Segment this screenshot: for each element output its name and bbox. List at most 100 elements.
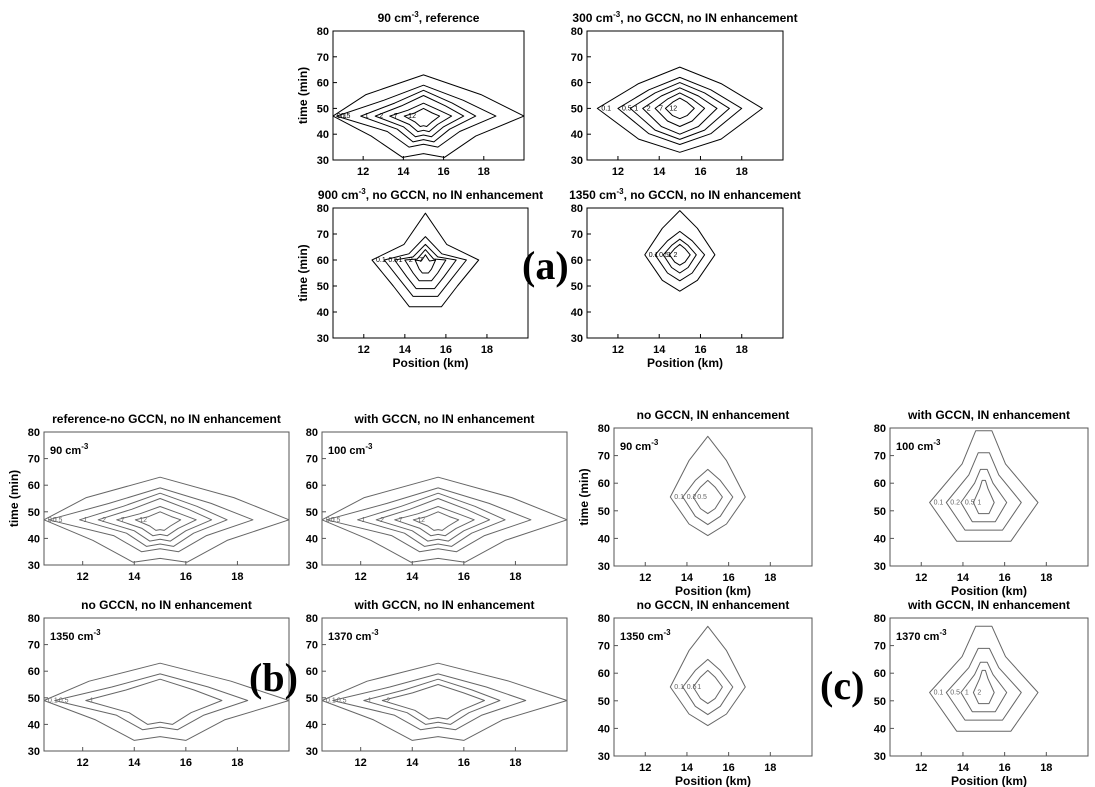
contour-level-label: 0.1 [674, 494, 684, 501]
contour-level-label: 0.1 [326, 697, 336, 704]
contour-level-label: 1 [368, 697, 372, 704]
plot-frame [321, 431, 568, 566]
contour-line [617, 76, 743, 145]
y-tick-label: 60 [598, 478, 610, 490]
contour-level-label: 0.1 [649, 252, 659, 259]
x-tick-label: 18 [1040, 572, 1052, 584]
contour-line [414, 254, 437, 274]
concentration-label: 1370 cm-3 [328, 628, 379, 643]
contour-line [336, 84, 497, 148]
y-axis-label: time (min) [577, 468, 591, 525]
x-tick-label: 14 [399, 344, 412, 356]
contour-line [54, 673, 249, 731]
y-tick-label: 50 [571, 103, 583, 115]
x-tick-label: 14 [653, 344, 666, 356]
x-axis-label: Position (km) [647, 356, 723, 370]
y-tick-label: 60 [317, 78, 329, 90]
concentration-label: 90 cm-3 [50, 442, 89, 457]
y-tick-label: 30 [28, 746, 40, 758]
y-tick-label: 40 [28, 719, 40, 731]
plot-frame [332, 30, 525, 161]
chart-title: 900 cm-3, no GCCN, no IN enhancement [318, 187, 543, 202]
y-tick-label: 80 [306, 613, 318, 625]
x-axis-label: Position (km) [951, 774, 1027, 787]
contour-line [326, 487, 532, 553]
plot-frame [586, 30, 784, 161]
contour-line [682, 658, 734, 716]
contour-line [357, 492, 506, 547]
y-tick-label: 40 [874, 723, 886, 735]
x-tick-label: 12 [612, 166, 624, 178]
contour-level-label: 0.5 [697, 494, 707, 501]
y-tick-label: 80 [874, 423, 886, 435]
contour-level-label: 0.5 [341, 113, 351, 120]
y-tick-label: 80 [28, 613, 40, 625]
contour-line [43, 662, 290, 741]
y-tick-label: 70 [874, 451, 886, 463]
contour-level-label: 0.1 [48, 517, 58, 524]
contour-line [332, 673, 527, 731]
contour-level-label: 0.1 [48, 697, 58, 704]
contour-line [403, 107, 441, 127]
contour-level-label: 1 [365, 113, 369, 120]
x-tick-label: 18 [509, 571, 521, 583]
contour-line [596, 66, 763, 153]
contour-level-label: 7 [659, 105, 663, 112]
panel-label-b: (b) [249, 655, 298, 700]
x-tick-label: 14 [653, 166, 666, 178]
y-tick-label: 80 [598, 423, 610, 435]
contour-line [374, 95, 465, 138]
y-tick-label: 70 [571, 229, 583, 241]
y-tick-label: 50 [874, 696, 886, 708]
chart-panel-9: 12 14 16 18 30 40 50 60 70 80 no GCCN, no IN enhan… [28, 598, 290, 769]
contour-level-label: 2 [977, 690, 981, 697]
y-tick-label: 50 [317, 103, 329, 115]
contour-level-label: 2 [379, 113, 383, 120]
y-tick-label: 30 [317, 333, 329, 345]
contour-level-label: 0.1 [934, 690, 944, 697]
contour-line [629, 82, 730, 140]
x-axis-label: Position (km) [675, 584, 751, 598]
x-tick-label: 16 [999, 572, 1011, 584]
x-tick-label: 16 [723, 572, 735, 584]
contour-line [371, 212, 480, 308]
y-tick-label: 40 [598, 723, 610, 735]
contour-level-label: 0.2 [950, 500, 960, 507]
contour-level-label: 7 [399, 517, 403, 524]
x-tick-label: 12 [639, 572, 651, 584]
y-tick-label: 30 [874, 751, 886, 763]
x-tick-label: 16 [723, 762, 735, 774]
y-tick-label: 40 [306, 719, 318, 731]
contour-level-label: 0.5 [950, 690, 960, 697]
chart-title: 1350 cm-3, no GCCN, no IN enhancement [569, 187, 801, 202]
chart-panel-11: 12 14 16 18 30 40 50 60 70 80 no GCCN, IN enhancem… [598, 598, 813, 787]
y-tick-label: 60 [874, 478, 886, 490]
y-tick-label: 60 [317, 255, 329, 267]
contour-level-label: 1 [362, 517, 366, 524]
concentration-label: 1370 cm-3 [896, 628, 947, 643]
contour-line [394, 506, 475, 537]
contour-level-label: 1 [697, 684, 701, 691]
x-tick-label: 14 [128, 571, 141, 583]
x-tick-label: 12 [358, 344, 370, 356]
contour-level-label: 2 [102, 517, 106, 524]
plot-frame [332, 207, 529, 339]
contour-level-label: 1 [90, 697, 94, 704]
x-tick-label: 12 [915, 572, 927, 584]
x-axis-label: Position (km) [392, 356, 468, 370]
y-tick-label: 60 [598, 668, 610, 680]
contour-level-label: 12 [139, 517, 147, 524]
plot-frame [43, 617, 290, 752]
x-tick-label: 14 [681, 762, 694, 774]
contour-level-label: 12 [669, 105, 677, 112]
y-tick-label: 50 [571, 281, 583, 293]
x-axis-label: Position (km) [675, 774, 751, 787]
contour-line [669, 435, 746, 537]
contour-line [48, 487, 254, 553]
plot-frame [889, 617, 1089, 757]
y-tick-label: 70 [306, 640, 318, 652]
contour-level-label: 0.5 [965, 500, 975, 507]
